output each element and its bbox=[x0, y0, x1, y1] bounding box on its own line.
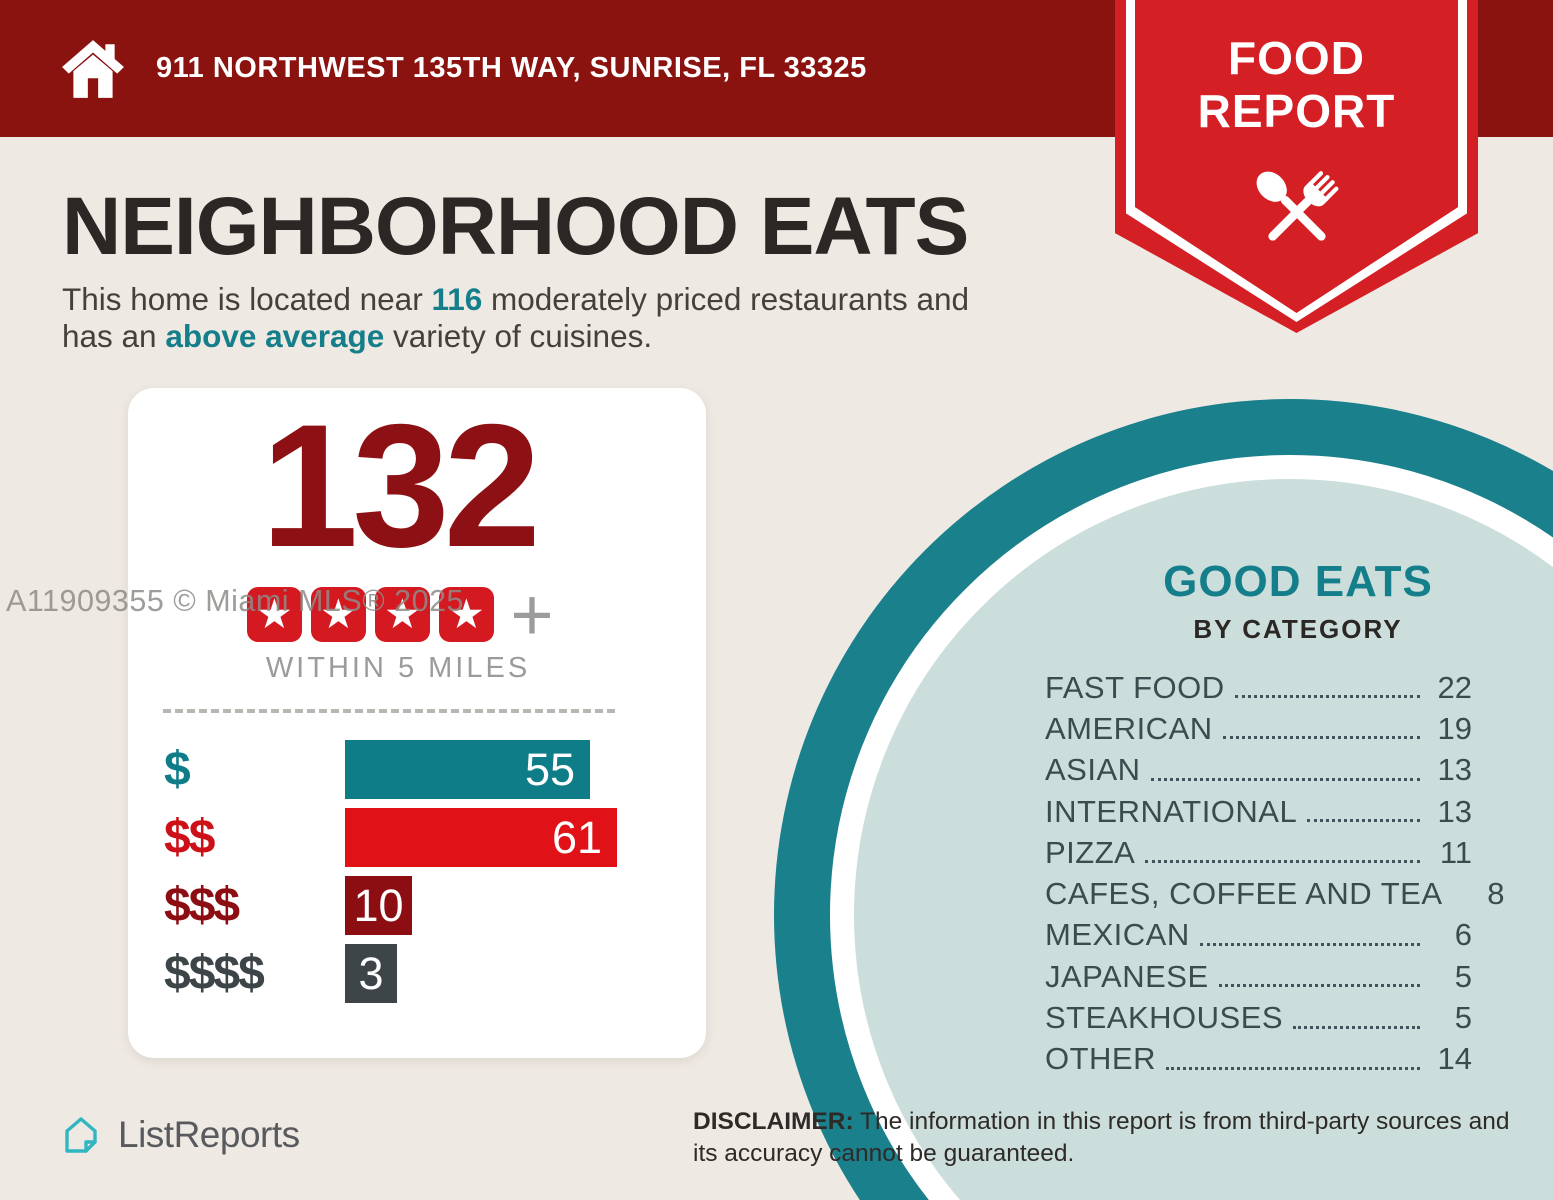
category-row: PIZZA 11 bbox=[1045, 832, 1472, 873]
restaurant-count: 116 bbox=[431, 281, 483, 317]
dot-leader bbox=[1150, 760, 1420, 781]
badge-title-line1: FOOD bbox=[1228, 32, 1365, 84]
disclaimer-label: DISCLAIMER: bbox=[693, 1108, 854, 1135]
dot-leader bbox=[1307, 801, 1420, 823]
good-eats-subtitle: BY CATEGORY bbox=[1193, 614, 1403, 644]
category-value: 19 bbox=[1437, 710, 1472, 746]
category-value: 5 bbox=[1454, 1000, 1472, 1036]
category-label: INTERNATIONAL bbox=[1045, 793, 1298, 829]
category-list: FAST FOOD 22 AMERICAN 19 ASIAN 13 INTERN… bbox=[1045, 667, 1505, 1080]
price-level-label: $$$$ bbox=[164, 947, 265, 1000]
category-value: 5 bbox=[1454, 958, 1472, 994]
category-value: 11 bbox=[1439, 834, 1472, 870]
intro-part2b: has an bbox=[62, 317, 166, 354]
category-value: 6 bbox=[1454, 917, 1472, 953]
category-label: CAFES, COFFEE AND TEA bbox=[1045, 876, 1443, 912]
dot-leader bbox=[1166, 1049, 1420, 1070]
category-label: AMERICAN bbox=[1045, 710, 1213, 746]
intro-part1: This home is located near bbox=[62, 281, 432, 317]
category-row: OTHER 14 bbox=[1045, 1039, 1472, 1080]
price-bar-value: 3 bbox=[358, 947, 384, 999]
price-bar: 10 bbox=[345, 876, 412, 935]
disclaimer-text: The information in this report is from t… bbox=[693, 1108, 1510, 1167]
price-level-label: $$ bbox=[164, 811, 215, 864]
category-label: OTHER bbox=[1045, 1041, 1156, 1077]
price-bar-value: 55 bbox=[524, 743, 575, 795]
category-value: 13 bbox=[1437, 793, 1472, 829]
utensils-icon bbox=[1256, 171, 1338, 241]
category-label: MEXICAN bbox=[1045, 917, 1190, 953]
dashed-divider bbox=[163, 709, 615, 713]
stars-container: ★ ★ ★ ★ bbox=[242, 586, 498, 642]
category-label: FAST FOOD bbox=[1045, 669, 1225, 705]
radius-label: WITHIN 5 MILES bbox=[265, 652, 531, 684]
badge-title-line2: REPORT bbox=[1197, 85, 1396, 137]
variety-highlight: above average bbox=[165, 317, 385, 354]
dot-leader bbox=[1145, 842, 1420, 864]
price-bar-row: $$ 61 bbox=[164, 808, 684, 867]
dot-leader bbox=[1218, 966, 1420, 988]
intro-part2a: moderately priced restaurants and bbox=[482, 281, 970, 317]
price-level-label: $ bbox=[164, 743, 191, 796]
price-bar: 3 bbox=[345, 944, 397, 1003]
star-icon: ★ bbox=[310, 586, 366, 642]
category-row: FAST FOOD 22 bbox=[1045, 667, 1472, 708]
dot-leader bbox=[1222, 718, 1420, 740]
category-value: 8 bbox=[1487, 876, 1505, 912]
category-label: PIZZA bbox=[1045, 834, 1136, 870]
price-bar: 61 bbox=[345, 808, 617, 867]
star-icon: ★ bbox=[374, 586, 430, 642]
dot-leader bbox=[1199, 925, 1420, 946]
listreports-logo: ListReports bbox=[58, 1112, 300, 1158]
star-rating: ★ ★ ★ ★ + bbox=[128, 572, 668, 656]
category-label: JAPANESE bbox=[1045, 958, 1209, 994]
category-row: STEAKHOUSES 5 bbox=[1045, 997, 1472, 1038]
category-row: MEXICAN 6 bbox=[1045, 915, 1472, 956]
price-bar-row: $$$ 10 bbox=[164, 876, 684, 935]
restaurant-summary-card: 132 ★ ★ ★ ★ + WITHIN 5 MILES $ 55 $$ 61 … bbox=[128, 388, 706, 1058]
category-row: JAPANESE 5 bbox=[1045, 956, 1472, 997]
disclaimer: DISCLAIMER: The information in this repo… bbox=[693, 1106, 1538, 1170]
good-eats-title: GOOD EATS bbox=[1163, 557, 1433, 606]
home-icon bbox=[62, 39, 124, 98]
intro-part3: variety of cuisines. bbox=[384, 317, 653, 354]
property-address: 911 NORTHWEST 135TH WAY, SUNRISE, FL 333… bbox=[156, 52, 867, 84]
good-eats-heading: GOOD EATS BY CATEGORY bbox=[1048, 560, 1548, 645]
category-value: 13 bbox=[1437, 752, 1472, 788]
category-label: STEAKHOUSES bbox=[1045, 1000, 1284, 1036]
price-bar: 55 bbox=[345, 740, 590, 799]
category-row: CAFES, COFFEE AND TEA 8 bbox=[1045, 873, 1505, 914]
food-report-badge: FOOD REPORT bbox=[1115, 0, 1478, 333]
page-title: NEIGHBORHOOD EATS bbox=[62, 181, 969, 272]
category-row: INTERNATIONAL 13 bbox=[1045, 791, 1472, 832]
dot-leader bbox=[1293, 1008, 1420, 1029]
plus-icon: + bbox=[510, 572, 554, 656]
star-icon: ★ bbox=[438, 586, 494, 642]
listreports-wordmark: ListReports bbox=[118, 1114, 300, 1155]
listreports-icon bbox=[65, 1117, 97, 1153]
category-label: ASIAN bbox=[1045, 752, 1141, 788]
intro-text: This home is located near 116 moderately… bbox=[62, 281, 1102, 355]
dot-leader bbox=[1234, 677, 1420, 699]
category-row: AMERICAN 19 bbox=[1045, 708, 1472, 749]
price-bar-value: 61 bbox=[551, 811, 602, 863]
star-icon: ★ bbox=[246, 586, 302, 642]
category-value: 22 bbox=[1437, 669, 1472, 705]
mls-watermark: A11909355 © Miami MLS® 2025 bbox=[6, 584, 465, 618]
category-value: 14 bbox=[1437, 1041, 1472, 1077]
price-bar-row: $$$$ 3 bbox=[164, 944, 684, 1003]
price-bar-row: $ 55 bbox=[164, 740, 684, 799]
category-row: ASIAN 13 bbox=[1045, 750, 1472, 791]
restaurant-total: 132 bbox=[261, 389, 541, 584]
price-level-label: $$$ bbox=[164, 879, 240, 932]
price-bar-chart: $ 55 $$ 61 $$$ 10 $$$$ 3 bbox=[164, 740, 684, 1012]
price-bar-value: 10 bbox=[353, 879, 404, 931]
